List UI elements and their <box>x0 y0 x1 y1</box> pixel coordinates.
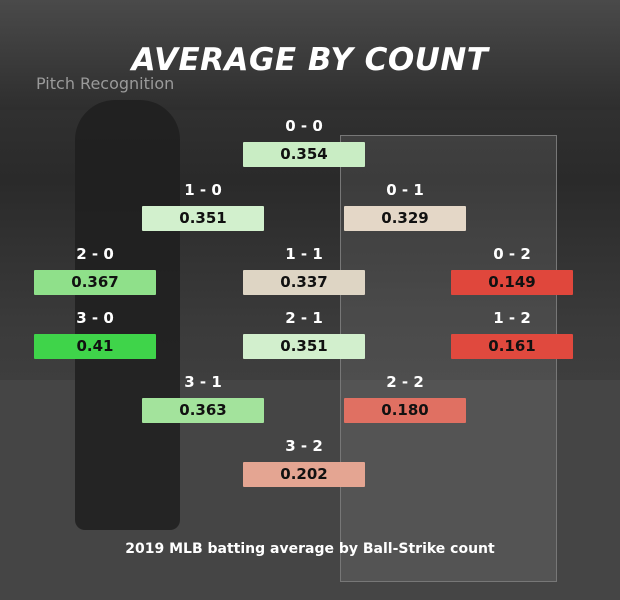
count-label: 0 - 1 <box>386 181 424 199</box>
average-box: 0.363 <box>142 398 264 423</box>
average-box: 0.41 <box>34 334 156 359</box>
count-label: 1 - 0 <box>184 181 222 199</box>
count-label: 0 - 0 <box>285 117 323 135</box>
count-label: 2 - 1 <box>285 309 323 327</box>
count-label: 3 - 1 <box>184 373 222 391</box>
average-box: 0.161 <box>451 334 573 359</box>
count-label: 2 - 2 <box>386 373 424 391</box>
average-box: 0.351 <box>142 206 264 231</box>
count-label: 1 - 1 <box>285 245 323 263</box>
title: AVERAGE BY COUNT <box>131 42 489 78</box>
average-box: 0.351 <box>243 334 365 359</box>
average-box: 0.149 <box>451 270 573 295</box>
count-label: 1 - 2 <box>493 309 531 327</box>
count-label: 3 - 2 <box>285 437 323 455</box>
stand-shadow <box>0 0 620 110</box>
count-label: 3 - 0 <box>76 309 114 327</box>
average-box: 0.337 <box>243 270 365 295</box>
average-box: 0.202 <box>243 462 365 487</box>
average-box: 0.367 <box>34 270 156 295</box>
count-label: 0 - 2 <box>493 245 531 263</box>
batter <box>75 100 180 530</box>
average-box: 0.354 <box>243 142 365 167</box>
count-label: 2 - 0 <box>76 245 114 263</box>
average-box: 0.180 <box>344 398 466 423</box>
photo-text: Pitch Recognition <box>36 74 175 93</box>
average-box: 0.329 <box>344 206 466 231</box>
caption: 2019 MLB batting average by Ball-Strike … <box>125 541 495 557</box>
